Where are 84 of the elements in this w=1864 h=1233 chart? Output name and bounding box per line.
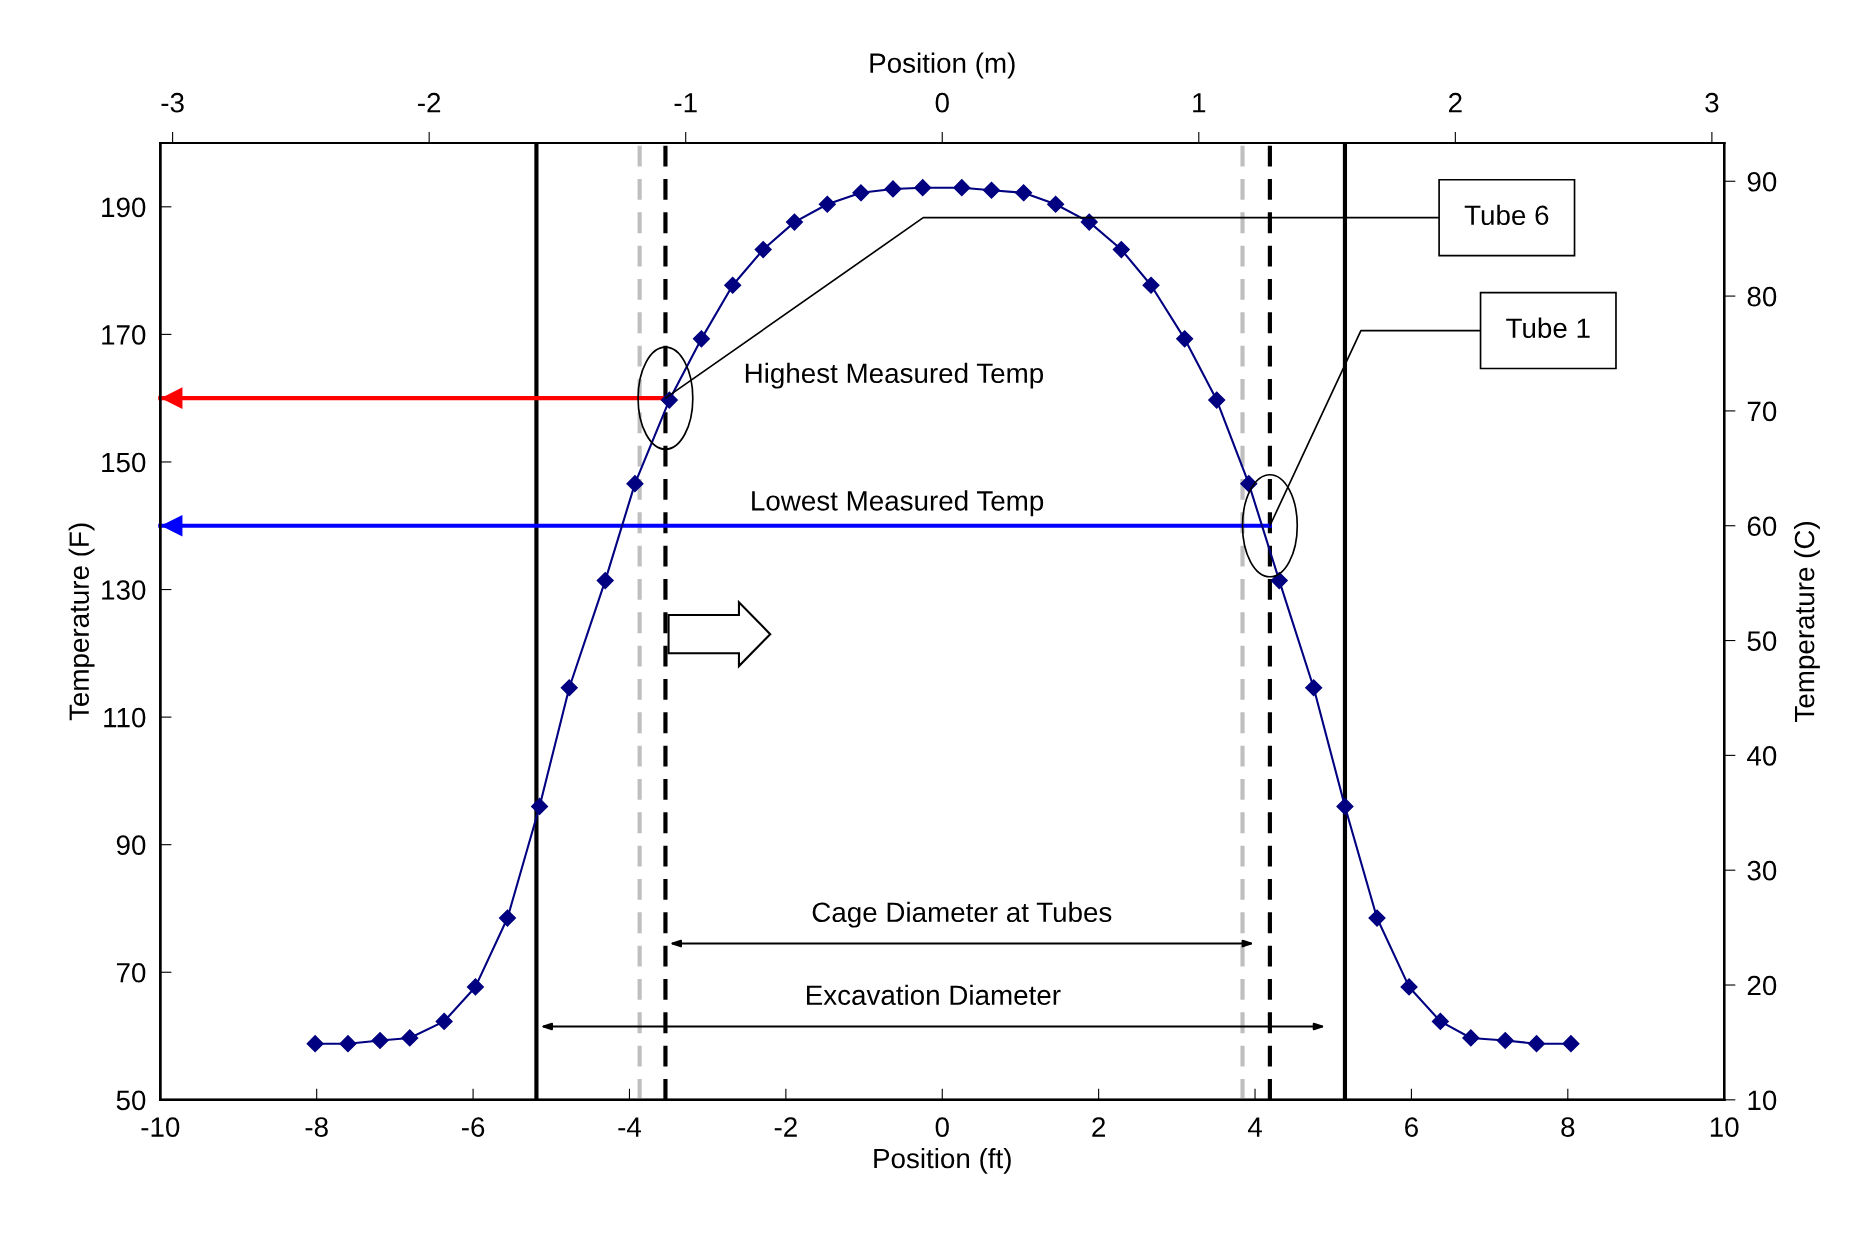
point [596,572,614,590]
y2-tick-label: 10 [1748,1090,1777,1111]
point [852,184,870,202]
y-tick-label: 130 [102,580,146,600]
y2-tick-label: 70 [1747,401,1777,422]
x-tick-label: -4 [618,1117,642,1137]
x2-tick-label: -2 [418,92,441,113]
point [785,213,804,231]
point [1562,1035,1580,1053]
point [401,1029,419,1047]
point [1431,1012,1449,1030]
point [982,181,1001,199]
x2-tick-label: 1 [1193,93,1206,113]
x-tick-label: 0 [935,1117,949,1137]
x2-tick-label: 2 [1449,92,1462,113]
point [692,330,710,348]
point [1112,241,1130,259]
x-tick-label: 6 [1405,1117,1418,1137]
point [1400,978,1418,996]
ref-line-label: Highest Measured Temp [745,362,1044,389]
point [1047,195,1065,213]
y-tick-label: 70 [116,962,146,983]
point [754,241,772,259]
point [914,179,932,197]
x2-tick-label: -1 [674,93,697,113]
point [818,195,836,213]
x2-axis-title: Position (m) [870,52,1015,79]
y2-tick-label: 80 [1747,286,1777,307]
point [1368,909,1386,927]
y-tick-label: 110 [104,707,146,728]
point [953,179,971,197]
point [560,679,578,697]
point [1208,391,1226,409]
point [660,391,678,409]
ref-line-label: Lowest Measured Temp [752,490,1044,517]
x-tick-label: 2 [1092,1117,1105,1137]
point [1080,213,1098,231]
point [371,1031,389,1050]
annotation: Cage Diameter at Tubes [812,901,1112,928]
x-tick-label: -10 [141,1117,180,1137]
x-tick-label: 4 [1247,1117,1262,1137]
point [339,1035,357,1053]
point [466,978,484,996]
y2-tick-label: 40 [1747,746,1777,766]
y-tick-label: 190 [102,197,146,218]
annotation: Excavation Diameter [807,984,1061,1006]
point [1305,679,1323,697]
point [1336,797,1354,815]
x-tick-label: 8 [1561,1117,1575,1137]
annotation: Tube 6 [1464,204,1549,226]
y-tick-label: 150 [102,452,146,473]
y-tick-label: 90 [116,835,146,856]
point [626,475,644,493]
y2-tick-label: 20 [1747,975,1777,996]
point [1142,276,1160,294]
point [724,276,742,294]
x-tick-label: 10 [1710,1117,1739,1137]
point [1270,572,1288,590]
y2-tick-label: 50 [1747,631,1777,651]
point [1176,330,1194,348]
y2-tick-label: 30 [1747,860,1777,881]
point [1496,1031,1514,1050]
y2-tick-label: 60 [1747,516,1777,537]
x2-tick-label: -3 [161,92,184,113]
x-tick-label: -8 [305,1117,328,1137]
x-tick-label: -2 [774,1117,797,1137]
x-axis-title: Position (ft) [874,1147,1011,1174]
point [1462,1029,1480,1047]
annotation: Tube 1 [1506,317,1590,339]
point [884,180,902,198]
point [435,1012,453,1030]
y2-axis-title: Temperature (C) [1793,522,1820,722]
y-tick-label: 50 [116,1090,146,1111]
y-tick-label: 170 [102,325,146,345]
y2-tick-label: 90 [1747,171,1777,192]
point [306,1035,324,1053]
x2-tick-label: 0 [935,92,949,113]
point [498,909,517,927]
point [530,797,549,815]
point [1527,1035,1546,1053]
x2-tick-label: 3 [1705,92,1719,113]
point [1015,184,1033,202]
y-axis-title: Temperature (F) [68,523,95,721]
x-tick-label: -6 [461,1117,485,1137]
